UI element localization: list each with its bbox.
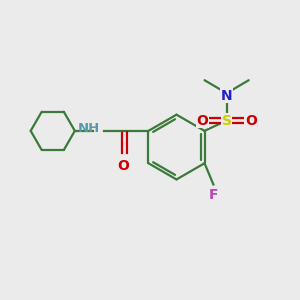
Text: S: S <box>222 114 232 128</box>
Text: N: N <box>221 88 232 103</box>
Text: F: F <box>208 188 218 202</box>
Text: NH: NH <box>78 122 100 135</box>
Text: O: O <box>245 114 257 128</box>
Text: O: O <box>117 159 129 173</box>
Text: O: O <box>196 114 208 128</box>
